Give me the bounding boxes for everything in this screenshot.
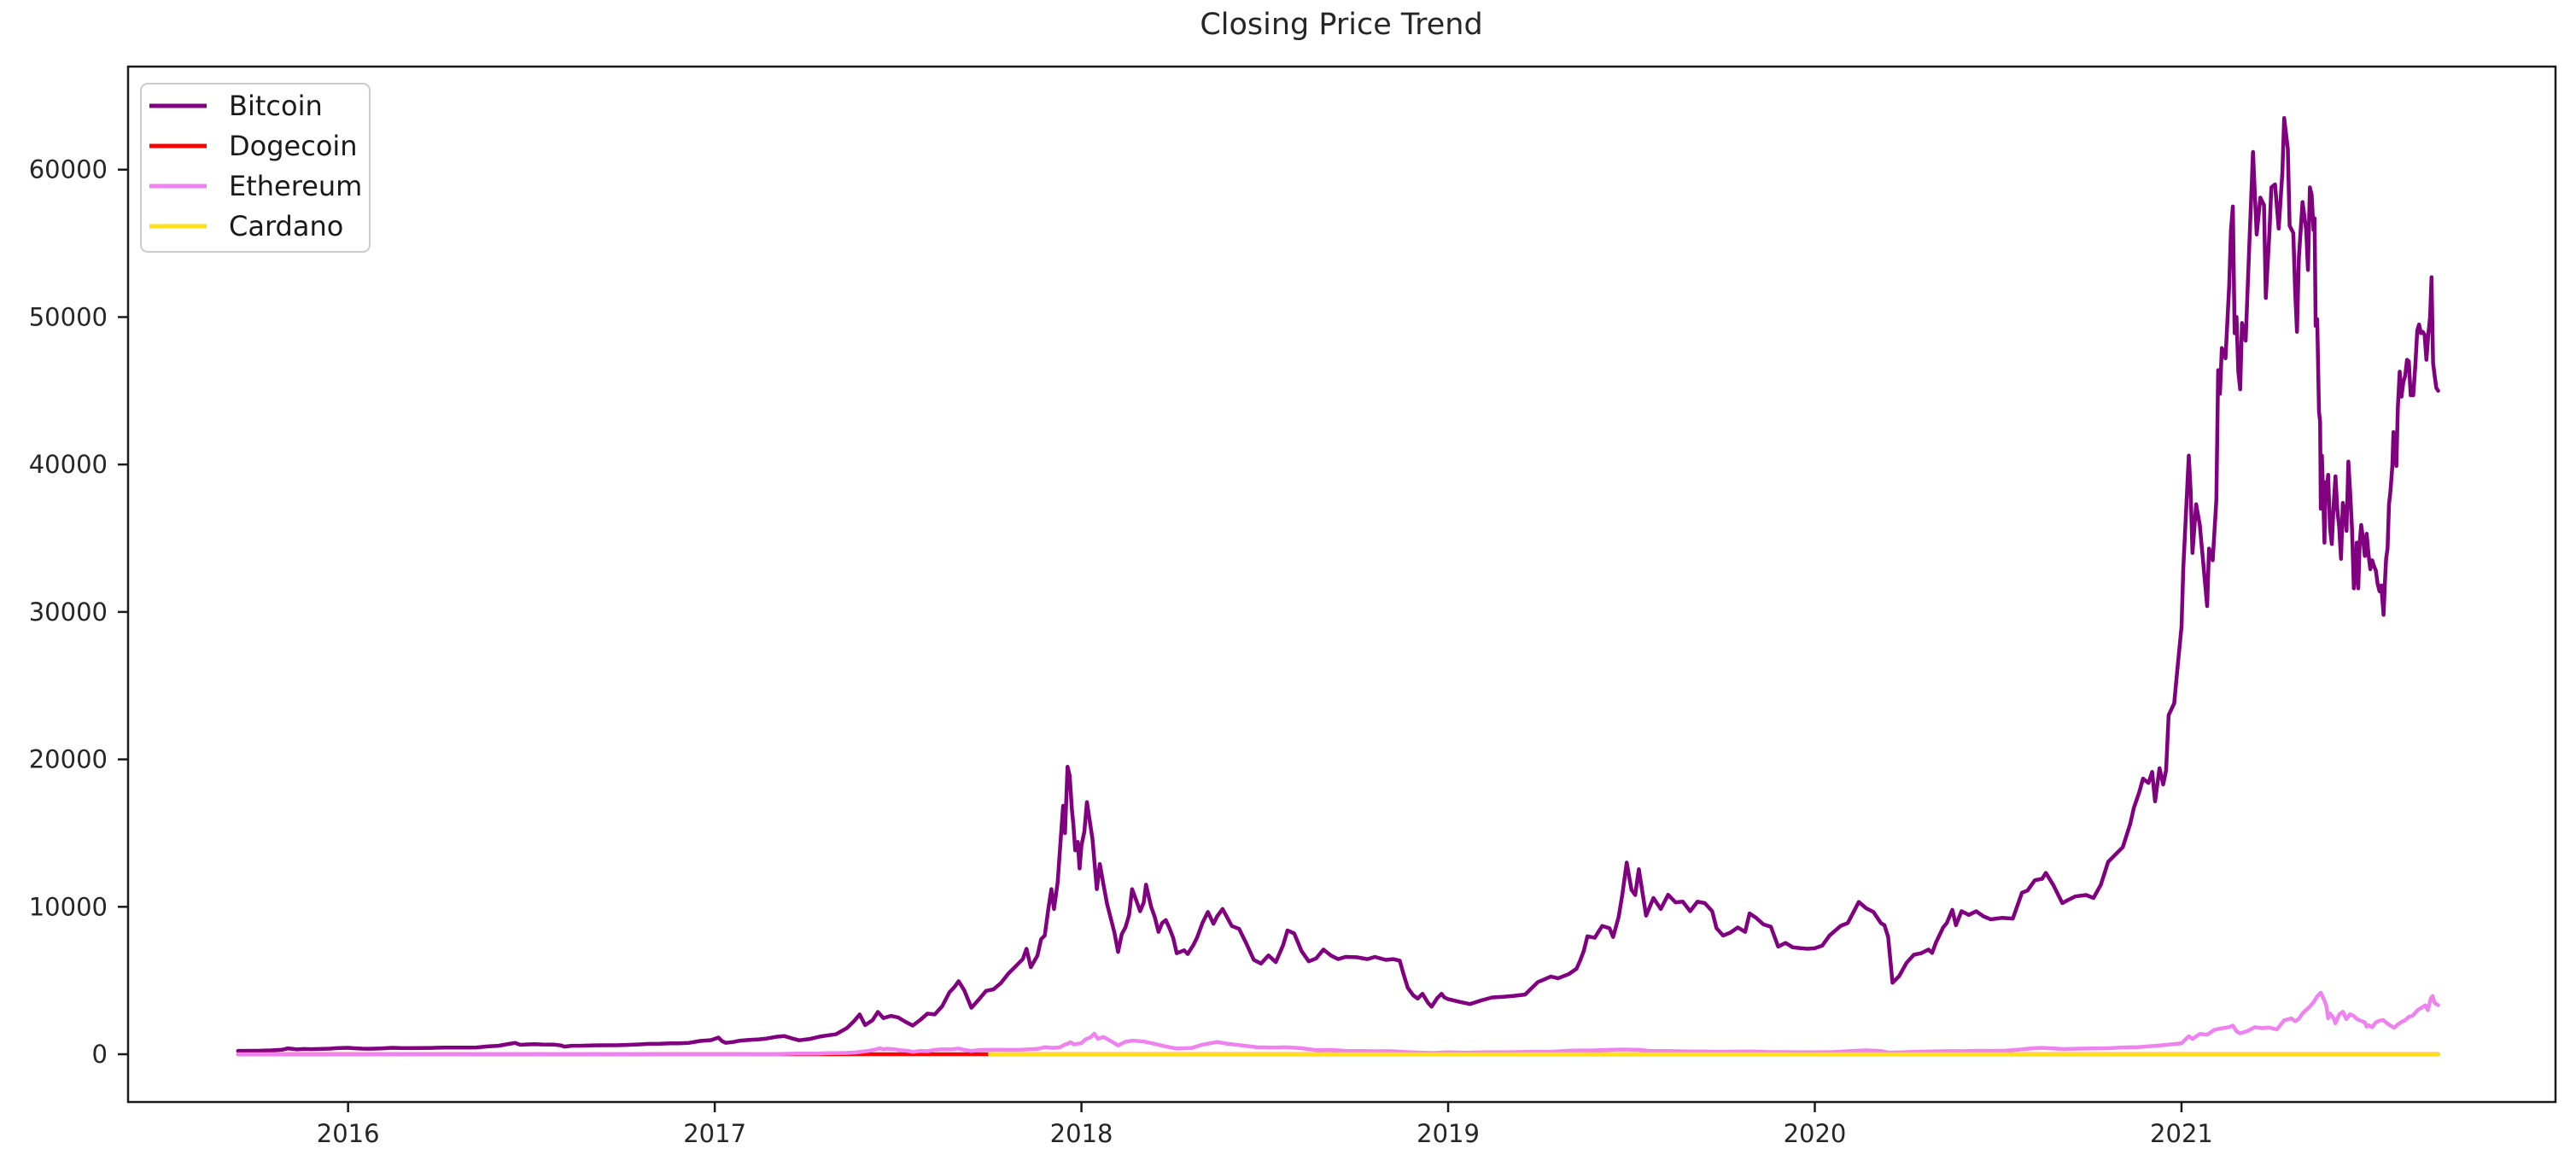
chart-title: Closing Price Trend — [1200, 8, 1482, 42]
legend-label-dogecoin: Dogecoin — [229, 130, 358, 162]
legend-box — [140, 83, 371, 253]
x-tick-label-2018: 2018 — [1050, 1119, 1113, 1148]
y-tick-label-50000: 50000 — [29, 302, 108, 331]
x-tick-label-2016: 2016 — [317, 1119, 380, 1148]
y-tick-label-20000: 20000 — [29, 745, 108, 774]
legend-label-bitcoin: Bitcoin — [229, 90, 323, 122]
legend-entry-bitcoin: Bitcoin — [149, 90, 323, 122]
y-tick-label-0: 0 — [92, 1040, 108, 1069]
series-lines — [236, 116, 2440, 1057]
legend-entry-dogecoin: Dogecoin — [149, 130, 358, 162]
y-tick-label-60000: 60000 — [29, 155, 108, 184]
legend-entry-cardano: Cardano — [149, 210, 343, 242]
x-tick-label-2019: 2019 — [1417, 1119, 1480, 1148]
y-axis-ticks: 0 10000 20000 30000 40000 50000 60000 — [29, 155, 128, 1069]
axes: 2016 2017 2018 2019 2020 2021 0 10000 20000 3000… — [29, 8, 2557, 1148]
x-tick-label-2021: 2021 — [2150, 1119, 2213, 1148]
legend: Bitcoin Dogecoin Ethereum Cardano — [140, 83, 371, 253]
ethereum-line — [236, 990, 2440, 1057]
legend-entry-ethereum: Ethereum — [149, 170, 362, 202]
legend-label-cardano: Cardano — [229, 210, 343, 242]
x-tick-label-2017: 2017 — [683, 1119, 746, 1148]
legend-label-ethereum: Ethereum — [229, 170, 362, 202]
bitcoin-line — [236, 116, 2440, 1053]
y-tick-label-30000: 30000 — [29, 598, 108, 627]
x-axis-ticks: 2016 2017 2018 2019 2020 2021 — [317, 1102, 2213, 1148]
plot-border — [126, 65, 2557, 1104]
y-tick-label-10000: 10000 — [29, 892, 108, 921]
x-tick-label-2020: 2020 — [1784, 1119, 1847, 1148]
y-tick-label-40000: 40000 — [29, 450, 108, 479]
